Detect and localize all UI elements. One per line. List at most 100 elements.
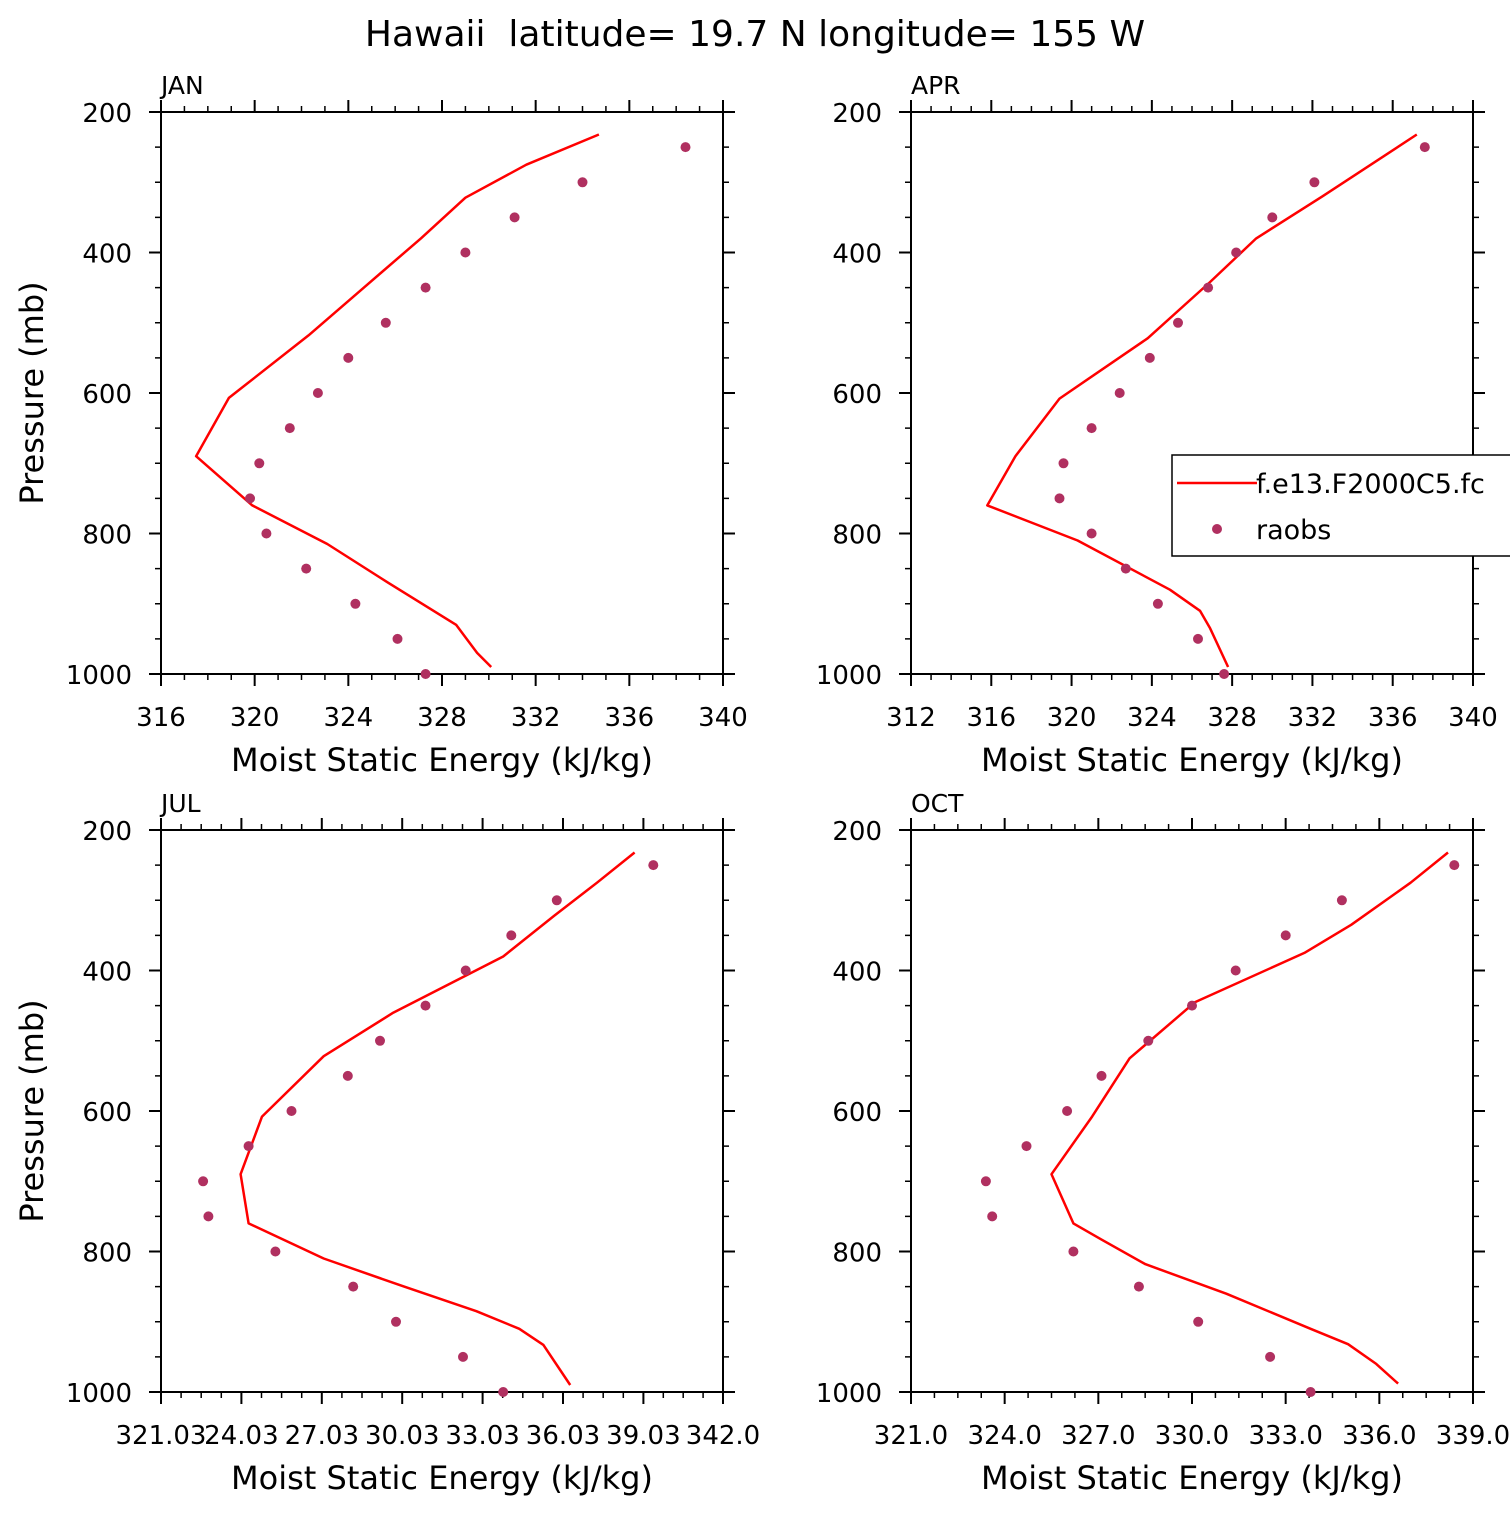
x-tick-label: 24.03: [204, 1421, 278, 1451]
x-tick-label: 324: [324, 703, 374, 733]
x-tick-label: 330.0: [1155, 1421, 1229, 1451]
x-tick-label: 320: [1047, 703, 1097, 733]
plot-frame: [160, 829, 724, 1393]
y-tick-label: 800: [832, 521, 882, 551]
obs-point: [312, 388, 323, 398]
legend-obs-label: raobs: [1256, 515, 1331, 546]
x-tick-label: 324: [1127, 703, 1177, 733]
obs-point: [1193, 1316, 1204, 1327]
x-axis-label: Moist Static Energy (kJ/kg): [981, 741, 1403, 779]
x-tick-label: 336: [1368, 703, 1418, 733]
obs-point: [1058, 458, 1069, 469]
obs-point: [458, 1351, 468, 1362]
obs-point: [1133, 1281, 1144, 1292]
legend-box: [1171, 454, 1510, 557]
x-tick-label: 320: [230, 703, 280, 733]
obs-point: [420, 1000, 431, 1011]
panel-oct: OCT 321.0 324.0 327.0 330.0 333.0 336.0 339.0 20…: [816, 789, 1510, 1497]
obs-point: [261, 528, 272, 539]
panel-label: OCT: [911, 789, 964, 818]
obs-point: [342, 1070, 353, 1081]
legend: f.e13.F2000C5.fc raobs: [1171, 454, 1510, 557]
obs-point: [203, 1211, 214, 1222]
obs-point: [1203, 282, 1214, 293]
y-tick-label: 600: [832, 1098, 882, 1128]
obs-point: [375, 1035, 385, 1046]
x-tick-label: 312: [886, 703, 936, 733]
obs-point: [420, 669, 431, 679]
figure-title: Hawaii latitude= 19.7 N longitude= 155 W: [365, 14, 1145, 55]
legend-obs-marker: [1212, 524, 1222, 534]
x-tick-label: 342.0: [686, 1421, 760, 1451]
obs-point: [1230, 965, 1241, 976]
obs-point: [980, 1176, 991, 1187]
x-tick-label: 328: [417, 703, 467, 733]
y-tick-label: 800: [82, 521, 132, 551]
model-line: [1050, 851, 1449, 1385]
y-tick-label: 400: [82, 240, 132, 270]
y-tick-label: 600: [82, 380, 132, 410]
panel-label: JUL: [159, 789, 201, 818]
y-tick-label: 800: [832, 1239, 882, 1269]
obs-point: [380, 317, 391, 328]
y-tick-label: 400: [832, 240, 882, 270]
obs-point: [680, 142, 691, 153]
obs-point: [1143, 1035, 1154, 1046]
y-tick-label: 400: [82, 958, 132, 988]
obs-point: [1449, 860, 1460, 871]
panel-apr: APR 312 316 320 324 328 332 336 340 200 400 600 800 1…: [816, 71, 1498, 779]
obs-point: [1231, 247, 1242, 258]
obs-point: [1187, 1000, 1197, 1011]
obs-point: [1120, 563, 1131, 574]
x-tick-label: 321.0: [874, 1421, 948, 1451]
x-axis-label: Moist Static Energy (kJ/kg): [231, 741, 653, 779]
x-tick-label: 33.03: [445, 1421, 519, 1451]
obs-point: [1267, 212, 1278, 223]
y-tick-label: 600: [832, 380, 882, 410]
obs-point: [1265, 1351, 1276, 1362]
obs-point: [1068, 1246, 1079, 1257]
obs-point: [284, 423, 295, 434]
y-tick-label: 1000: [66, 661, 132, 691]
obs-point: [1114, 388, 1125, 398]
y-tick-label: 800: [82, 1239, 132, 1269]
y-tick-label: 400: [832, 958, 882, 988]
obs-point: [254, 458, 265, 469]
obs-point: [392, 633, 403, 644]
obs-point: [198, 1176, 209, 1187]
obs-point: [460, 965, 471, 976]
x-tick-label: 316: [136, 703, 186, 733]
obs-point: [509, 212, 520, 223]
obs-point: [1096, 1070, 1107, 1081]
model-line: [986, 133, 1418, 668]
obs-point: [1309, 177, 1320, 188]
obs-point: [577, 177, 588, 188]
obs-point: [648, 860, 659, 871]
obs-point: [1144, 352, 1155, 363]
y-axis-label: Pressure (mb): [13, 281, 51, 504]
x-tick-label: 339.0: [1436, 1421, 1510, 1451]
obs-point: [1419, 142, 1430, 153]
y-tick-label: 600: [82, 1098, 132, 1128]
y-tick-label: 200: [82, 817, 132, 847]
x-tick-label: 332: [1288, 703, 1338, 733]
x-axis-label: Moist Static Energy (kJ/kg): [231, 1459, 653, 1497]
y-tick-label: 1000: [816, 661, 882, 691]
y-tick-label: 200: [832, 99, 882, 129]
obs-point: [286, 1106, 297, 1116]
obs-point: [348, 1281, 359, 1292]
y-tick-label: 200: [82, 99, 132, 129]
y-tick-label: 200: [832, 817, 882, 847]
obs-point: [270, 1246, 281, 1257]
x-tick-label: 27.03: [285, 1421, 359, 1451]
obs-point: [460, 247, 471, 258]
panel-jan: JAN 316 320 324 328 332 336 340 200 400 600 800 1000…: [13, 71, 748, 779]
obs-point: [1336, 895, 1347, 906]
y-tick-label: 1000: [66, 1379, 132, 1409]
model-line: [239, 851, 636, 1386]
y-tick-label: 1000: [816, 1379, 882, 1409]
obs-point: [1062, 1106, 1073, 1116]
obs-point: [1173, 317, 1183, 328]
